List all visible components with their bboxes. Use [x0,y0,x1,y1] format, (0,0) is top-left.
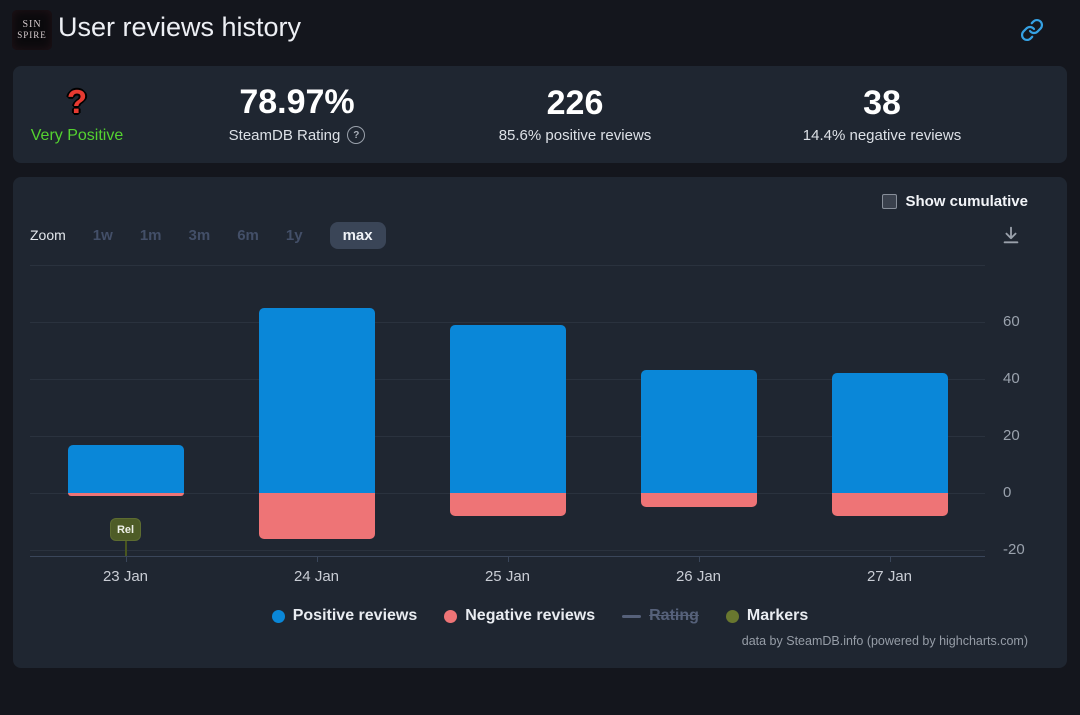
positive-reviews-bar-26-jan[interactable] [640,370,757,493]
x-axis-label: 27 Jan [866,568,913,585]
y-axis-label: 60 [1003,313,1020,330]
review-stats-panel: ? Very Positive 78.97% SteamDB Rating ? … [13,66,1067,163]
negative-reviews-bar-23-jan[interactable] [67,493,184,496]
x-axis-label: 25 Jan [484,568,531,585]
negative-reviews-bar-24-jan[interactable] [258,493,375,539]
release-marker-stem [124,541,127,556]
circle-question-icon[interactable]: ? [347,126,366,144]
steamdb-rating-label: SteamDB Rating ? [229,126,366,144]
positive-reviews-bar-23-jan[interactable] [67,444,184,493]
release-marker-badge[interactable]: Rel [110,518,141,541]
stat-negative-reviews: 38 14.4% negative reviews [697,86,1067,144]
zoom-controls: Zoom 1w 1m 3m 6m 1y max [30,219,386,251]
gridline-80 [30,265,985,266]
stat-rating-summary: ? Very Positive [13,84,141,145]
zoom-option-max[interactable]: max [329,221,386,249]
x-axis-label: 23 Jan [102,568,149,585]
x-axis-tick [698,556,700,562]
show-cumulative-checkbox[interactable] [882,194,898,209]
rating-summary-label: Very Positive [30,127,124,144]
x-axis-tick [889,556,891,562]
page-title: User reviews history [58,12,302,42]
positive-count-label: 85.6% positive reviews [498,126,652,144]
legend-dot-icon [725,609,739,623]
x-axis-tick [125,556,127,562]
zoom-option-1y[interactable]: 1y [285,226,303,244]
reviews-chart-panel: Show cumulative Zoom 1w 1m 3m 6m 1y max 60 40 2… [13,177,1067,668]
zoom-option-3m[interactable]: 3m [188,226,211,244]
show-cumulative-toggle[interactable]: Show cumulative [882,193,1028,210]
steamdb-rating-label-text: SteamDB Rating [228,126,341,144]
zoom-option-1m[interactable]: 1m [139,226,162,244]
question-mark-emoji: ? [66,83,88,120]
game-icon-text: SPIRE [17,30,47,40]
link-icon[interactable] [1020,18,1044,42]
positive-reviews-bar-24-jan[interactable] [258,307,375,493]
y-axis-label: 40 [1003,370,1020,387]
legend-label: Positive reviews [292,607,418,624]
gridline-60 [30,322,985,323]
legend-line-icon [622,614,642,618]
zoom-label: Zoom [30,227,66,243]
negative-reviews-bar-25-jan[interactable] [449,493,566,516]
chart-credit: data by SteamDB.info (powered by highcha… [741,634,1028,648]
plot-area: 60 40 20 0 -20 23 Jan 24 Jan 25 Jan 26 Jan 27 Jan… [30,265,1025,585]
positive-count-value: 226 [546,83,604,122]
download-icon[interactable] [1000,224,1022,246]
x-axis-label: 24 Jan [293,568,340,585]
y-axis-label: 0 [1003,484,1012,501]
negative-reviews-bar-27-jan[interactable] [831,493,948,516]
stat-steamdb-rating: 78.97% SteamDB Rating ? [141,85,453,144]
positive-reviews-bar-25-jan[interactable] [449,324,566,493]
game-icon-text: SIN [22,19,42,30]
legend-item-positive-reviews[interactable]: Positive reviews [271,607,418,625]
stat-positive-reviews: 226 85.6% positive reviews [453,86,697,144]
positive-reviews-bar-27-jan[interactable] [831,373,948,493]
zoom-option-6m[interactable]: 6m [237,226,259,244]
legend-dot-icon [271,609,285,623]
y-axis-label: -20 [1003,541,1025,558]
chart-legend: Positive reviews Negative reviews Rating Ma… [13,607,1067,625]
x-axis-tick [316,556,318,562]
x-axis-label: 26 Jan [675,568,722,585]
negative-count-label: 14.4% negative reviews [802,126,962,144]
legend-label: Negative reviews [465,607,596,624]
legend-item-markers[interactable]: Markers [725,607,809,625]
legend-label: Markers [746,607,809,624]
legend-item-rating[interactable]: Rating [622,607,699,625]
legend-dot-icon [444,609,458,623]
legend-label: Rating [649,607,699,624]
gridline--20 [30,550,985,551]
negative-reviews-bar-26-jan[interactable] [640,493,757,508]
steamdb-rating-value: 78.97% [239,83,355,121]
show-cumulative-label: Show cumulative [905,193,1028,210]
game-icon: SIN SPIRE [12,10,52,50]
zoom-option-1w[interactable]: 1w [92,226,113,244]
y-axis-label: 20 [1003,427,1020,444]
legend-item-negative-reviews[interactable]: Negative reviews [444,607,595,625]
x-axis-tick [507,556,509,562]
negative-count-value: 38 [863,83,901,122]
